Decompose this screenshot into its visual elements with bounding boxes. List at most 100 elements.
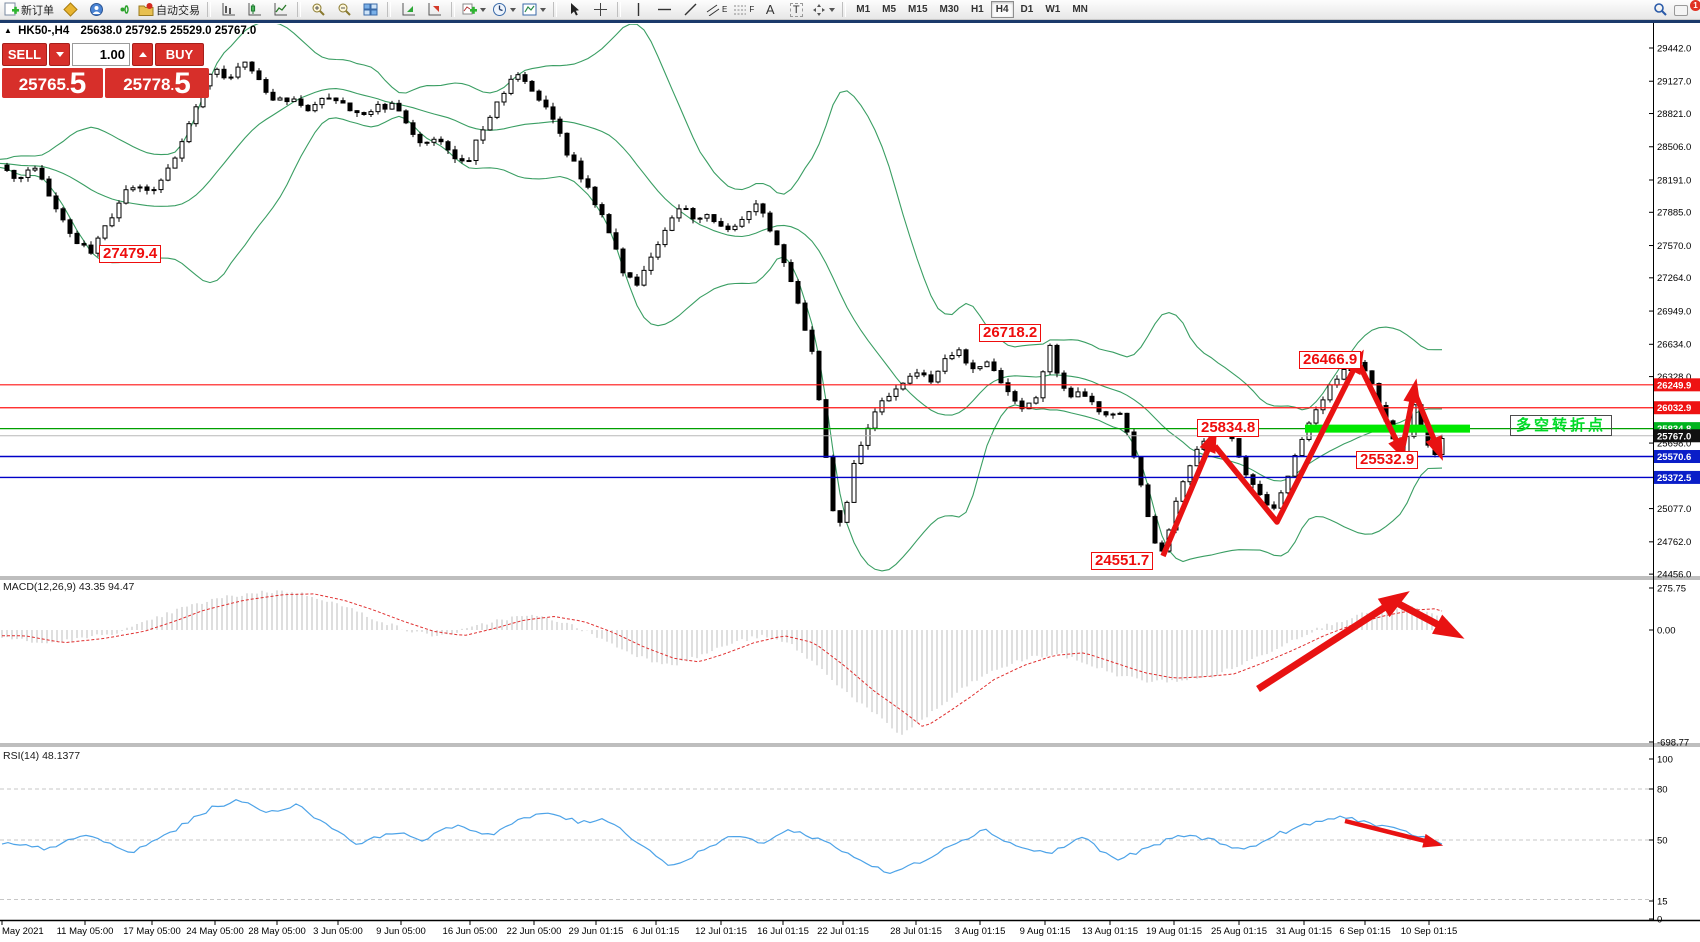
price-callout-26466[interactable]: 26466.9 [1299,351,1362,369]
price-callout-24551[interactable]: 24551.7 [1091,552,1154,570]
signals-icon [120,5,129,14]
time-axis-labels[interactable]: May 2021 11 May 05:00 17 May 05:00 24 May 0… [1,921,1458,937]
buy-button[interactable]: BUY [155,43,204,66]
time-axis-label: 29 Jun 01:15 [569,926,624,937]
text-label-letter: T [789,2,803,17]
mql-community-icon [89,3,103,16]
macd-trend-arrows[interactable] [1256,591,1465,692]
templates-button[interactable] [520,1,548,19]
price-callout-25532[interactable]: 25532.9 [1356,451,1419,469]
trendline-icon [684,3,696,16]
buy-price[interactable]: 25778. 5 [105,68,209,98]
price-axis-boxed-label: 26032.9 [1657,403,1691,414]
window-edge [0,20,1700,23]
auto-scroll-button[interactable] [396,1,420,19]
toolbar-separator [207,2,211,17]
price-callout-25834[interactable]: 25834.8 [1197,419,1260,437]
equidistant-channel-tool[interactable]: E [704,1,729,19]
volume-increase-button[interactable] [132,43,153,66]
bar-chart-button[interactable] [216,1,240,19]
price-axis-label: 28191.0 [1657,175,1691,186]
one-click-trade-panel: SELL 1.00 BUY 25765. 5 25778. 5 [2,43,209,98]
price-axis-label: 28506.0 [1657,142,1691,153]
arrows-icon [813,3,826,16]
price-axis-label: 29442.0 [1657,43,1691,54]
timeframe-m15[interactable]: M15 [908,4,928,15]
chart-shift-button[interactable] [422,1,446,19]
zoom-in-button[interactable] [306,1,330,19]
horizontal-line-tool[interactable] [652,1,676,19]
timeframe-w1[interactable]: W1 [1045,4,1061,15]
sell-button[interactable]: SELL [2,43,47,66]
chat-bubble-icon [1674,4,1688,16]
sell-price-main: 25765 [18,75,66,94]
time-axis-label: 31 Aug 01:15 [1276,926,1332,937]
cursor-button[interactable] [562,1,586,19]
time-axis-label: 12 Jul 01:15 [695,926,747,937]
rsi-axis-labels[interactable]: 100 80 50 15 0 [1649,754,1673,925]
add-indicator-button[interactable] [460,1,488,19]
main-toolbar: 新订单 自动交易 [0,0,1700,20]
clock-icon [493,3,506,16]
text-tool[interactable]: A [758,1,782,19]
toolbar-separator [617,2,621,17]
auto-trading-label: 自动交易 [156,4,200,17]
rsi-trend-arrow[interactable] [1344,818,1444,848]
price-callout-27479[interactable]: 27479.4 [99,245,162,263]
price-axis-labels[interactable]: 29442.0 29127.0 28821.0 28506.0 28191.0 27885… [1649,43,1700,580]
sell-price-big-digit: 5 [69,68,87,99]
time-axis-label: 16 Jun 05:00 [443,926,498,937]
volume-decrease-button[interactable] [49,43,70,66]
collapse-panel-icon[interactable]: ▲ [4,26,12,35]
sell-price[interactable]: 25765. 5 [2,68,103,98]
macd-axis-labels[interactable]: 275.75 0.00 -698.77 [1649,583,1689,748]
trendline-tool[interactable] [678,1,702,19]
time-axis-label: 10 Sep 01:15 [1401,926,1458,937]
templates-icon [522,3,537,16]
crosshair-button[interactable] [588,1,612,19]
auto-trading-icon [138,3,154,16]
timeframe-h1[interactable]: H1 [970,4,984,15]
price-callout-26718[interactable]: 26718.2 [979,324,1042,342]
line-chart-button[interactable] [268,1,292,19]
price-axis-boxed-label: 26249.9 [1657,380,1691,391]
timeframe-d1[interactable]: D1 [1020,4,1034,15]
auto-trading-button[interactable]: 自动交易 [136,1,202,19]
volume-input[interactable]: 1.00 [72,43,130,66]
toolbar-separator [842,2,847,17]
signals-button[interactable] [110,1,134,19]
time-axis-label: 25 Aug 01:15 [1211,926,1267,937]
turning-point-label[interactable]: 多空转折点 [1510,415,1613,436]
search-button[interactable] [1648,1,1672,19]
fibonacci-tool[interactable]: F [731,1,756,19]
time-axis-label: 6 Jul 01:15 [633,926,679,937]
text-label-tool[interactable]: T [784,1,808,19]
candlestick-chart-button[interactable] [242,1,266,19]
mql-community-button[interactable] [84,1,108,19]
rsi-label: RSI(14) 48.1377 [3,750,81,762]
vertical-line-tool[interactable] [626,1,650,19]
zoom-out-button[interactable] [332,1,356,19]
macd-axis-label: -698.77 [1657,737,1689,748]
timeframe-h4[interactable]: H4 [990,1,1014,18]
metaeditor-button[interactable] [58,1,82,19]
timeframe-m30[interactable]: M30 [939,4,959,15]
notifications-button[interactable]: 1 [1674,0,1700,18]
periods-button[interactable] [490,1,518,19]
tile-windows-button[interactable] [358,1,382,19]
support-highlight-bar[interactable] [1305,424,1470,433]
timeframe-mn[interactable]: MN [1072,4,1088,15]
timeframe-m5[interactable]: M5 [882,4,897,15]
time-axis-label: 17 May 05:00 [123,926,181,937]
auto-scroll-icon [402,3,415,16]
channel-letter: E [722,5,728,14]
new-order-button[interactable]: 新订单 [2,1,56,19]
bollinger-bands[interactable] [0,22,1443,572]
time-axis-label: 16 Jul 01:15 [757,926,809,937]
arrows-tool[interactable] [810,1,837,19]
candlesticks[interactable] [4,61,1445,553]
sell-price-dot: . [65,78,70,93]
timeframe-m1[interactable]: M1 [856,4,871,15]
macd-axis-label: 275.75 [1657,583,1686,594]
